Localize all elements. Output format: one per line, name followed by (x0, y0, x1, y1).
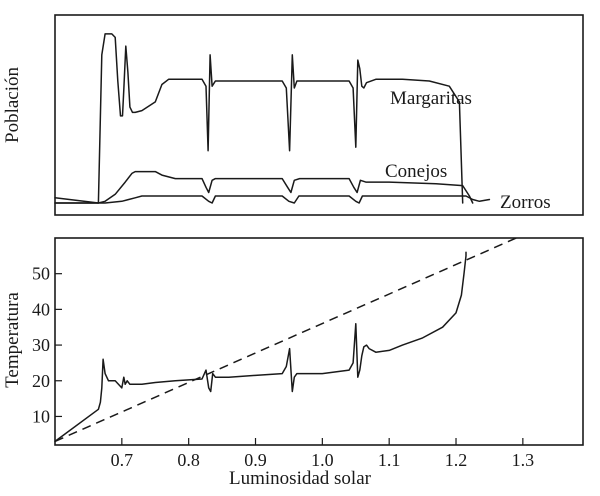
legend-zorros: Zorros (500, 192, 551, 213)
y-tick-label: 30 (32, 335, 50, 355)
y-tick-label: 50 (32, 264, 50, 284)
y-tick-label: 20 (32, 371, 50, 391)
population-line-conejos (54, 170, 474, 204)
x-tick-label: 1.3 (512, 450, 535, 470)
temperature-panel: Temperatura Luminosidad solar 0.7 0.8 0.9 1… (2, 237, 584, 489)
population-line-margaritas (54, 33, 464, 204)
y-tick-label: 40 (32, 299, 50, 319)
x-axis-label: Luminosidad solar (229, 468, 372, 489)
temperature-y-label: Temperatura (2, 292, 23, 388)
x-tick-label: 0.8 (177, 450, 200, 470)
x-tick-label: 1.1 (378, 450, 401, 470)
temperature-line-dashed (54, 238, 517, 443)
temperature-axes: 0.7 0.8 0.9 1.0 1.1 1.2 1.3 10 20 30 40 50 (32, 264, 534, 470)
population-panel: Población Margaritas Conejos Zorros (2, 14, 584, 216)
x-tick-label: 1.2 (445, 450, 468, 470)
legend-margaritas: Margaritas (390, 88, 472, 109)
population-line-zorros (54, 195, 491, 204)
x-tick-label: 0.7 (111, 450, 134, 470)
temperature-line-solid (54, 251, 467, 443)
x-tick-label: 1.0 (311, 450, 334, 470)
y-tick-label: 10 (32, 406, 50, 426)
population-frame (54, 14, 584, 216)
x-tick-label: 0.9 (244, 450, 267, 470)
legend-conejos: Conejos (385, 161, 447, 182)
temperature-frame (54, 237, 584, 446)
population-y-label: Población (2, 67, 23, 143)
population-series (54, 33, 491, 204)
temperature-series (54, 238, 517, 443)
